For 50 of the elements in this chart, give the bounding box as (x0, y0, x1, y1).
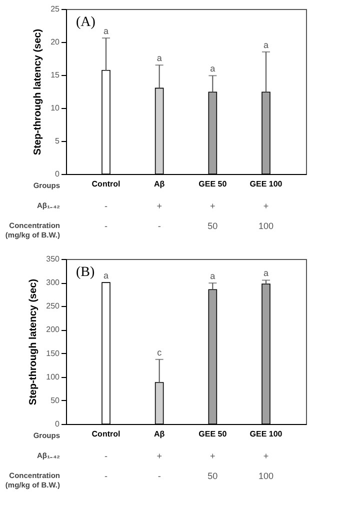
text: - (158, 471, 161, 481)
x-tick-label: Aβ (154, 430, 165, 438)
y-axis-title: Step-through latency (sec) (28, 278, 40, 406)
y-tick-label: 0 (55, 170, 60, 178)
y-tick-label: 300 (46, 278, 60, 288)
x-tick-label: Control (92, 430, 120, 438)
annotation: a (263, 268, 269, 278)
y-tick-label: 200 (46, 325, 60, 334)
text: - (104, 471, 108, 481)
x-tick-label: GEE 50 (198, 180, 228, 188)
y-tick-label: 15 (50, 70, 60, 80)
x-tick-label: GEE 100 (250, 430, 283, 438)
y-tick-label: 50 (50, 396, 60, 405)
text: + (210, 201, 216, 211)
text: 50 (208, 221, 218, 231)
y-tick-label: 10 (50, 104, 60, 112)
text: - (158, 221, 161, 231)
y-tick-label: 250 (46, 302, 60, 311)
annotation: a (210, 64, 216, 74)
y-tick-label: 150 (46, 348, 60, 358)
text: + (210, 451, 216, 461)
y-axis-title: Step-through latency (sec) (32, 28, 44, 156)
text: + (156, 451, 162, 461)
x-tick-label: GEE 100 (250, 180, 283, 188)
annotation: c (157, 347, 162, 358)
y-tick-label: 20 (50, 38, 60, 46)
x-tick-label: GEE 50 (198, 430, 228, 438)
text: + (263, 201, 269, 211)
annotation: a (103, 270, 109, 281)
text: 100 (258, 471, 274, 481)
text: - (104, 221, 108, 231)
y-tick-label: 350 (46, 254, 60, 264)
chart-title: (B) (76, 265, 95, 280)
annotation: a (210, 271, 216, 282)
y-tick-label: 5 (55, 136, 60, 146)
annotation: a (103, 26, 109, 36)
x-tick-label: Control (92, 180, 120, 188)
text: - (104, 451, 108, 461)
text: + (156, 201, 162, 211)
x-tick-label: Aβ (154, 180, 165, 188)
chart-title: (A) (76, 15, 96, 30)
text: 50 (208, 471, 218, 481)
annotation: a (156, 53, 162, 64)
text: - (104, 201, 108, 211)
annotation: a (263, 40, 269, 50)
y-tick-label: 25 (50, 4, 60, 14)
text: 100 (258, 221, 274, 231)
y-tick-label: 0 (55, 420, 60, 428)
y-tick-label: 100 (46, 372, 60, 382)
text: + (263, 451, 269, 461)
